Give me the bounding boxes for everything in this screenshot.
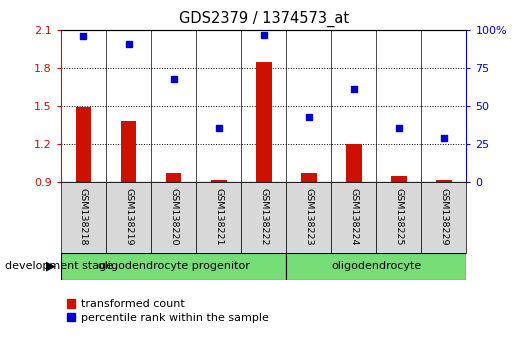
Bar xyxy=(421,182,466,253)
Text: GSM138229: GSM138229 xyxy=(439,188,448,245)
Bar xyxy=(301,173,316,182)
Point xyxy=(350,87,358,92)
Point xyxy=(259,32,268,38)
Bar xyxy=(436,180,452,182)
Text: GSM138224: GSM138224 xyxy=(349,188,358,245)
Point xyxy=(304,114,313,120)
Point xyxy=(440,135,448,141)
Bar xyxy=(151,182,196,253)
Bar xyxy=(61,253,286,280)
Text: GSM138221: GSM138221 xyxy=(214,188,223,245)
Text: oligodendrocyte progenitor: oligodendrocyte progenitor xyxy=(98,261,250,272)
Bar xyxy=(331,182,376,253)
Point xyxy=(214,125,223,130)
Bar xyxy=(166,173,181,182)
Text: GSM138225: GSM138225 xyxy=(394,188,403,245)
Text: GSM138223: GSM138223 xyxy=(304,188,313,246)
Point xyxy=(169,76,178,82)
Text: GSM138222: GSM138222 xyxy=(259,188,268,245)
Bar xyxy=(196,182,241,253)
Text: GSM138220: GSM138220 xyxy=(169,188,178,245)
Bar xyxy=(61,182,106,253)
Bar xyxy=(241,182,286,253)
Bar xyxy=(346,144,361,182)
Text: GSM138219: GSM138219 xyxy=(124,188,133,245)
Bar xyxy=(286,253,466,280)
Bar xyxy=(391,176,407,182)
Point xyxy=(124,41,132,47)
Bar xyxy=(211,180,226,182)
Bar xyxy=(76,108,91,182)
Bar xyxy=(256,62,271,182)
Point xyxy=(394,125,403,130)
Text: ▶: ▶ xyxy=(46,260,56,273)
Legend: transformed count, percentile rank within the sample: transformed count, percentile rank withi… xyxy=(66,299,269,323)
Bar xyxy=(121,121,136,182)
Bar xyxy=(286,182,331,253)
Text: oligodendrocyte: oligodendrocyte xyxy=(331,261,421,272)
Bar xyxy=(106,182,151,253)
Text: GSM138218: GSM138218 xyxy=(79,188,88,245)
Bar xyxy=(376,182,421,253)
Text: development stage: development stage xyxy=(5,261,113,272)
Point xyxy=(80,33,88,39)
Title: GDS2379 / 1374573_at: GDS2379 / 1374573_at xyxy=(179,11,349,27)
